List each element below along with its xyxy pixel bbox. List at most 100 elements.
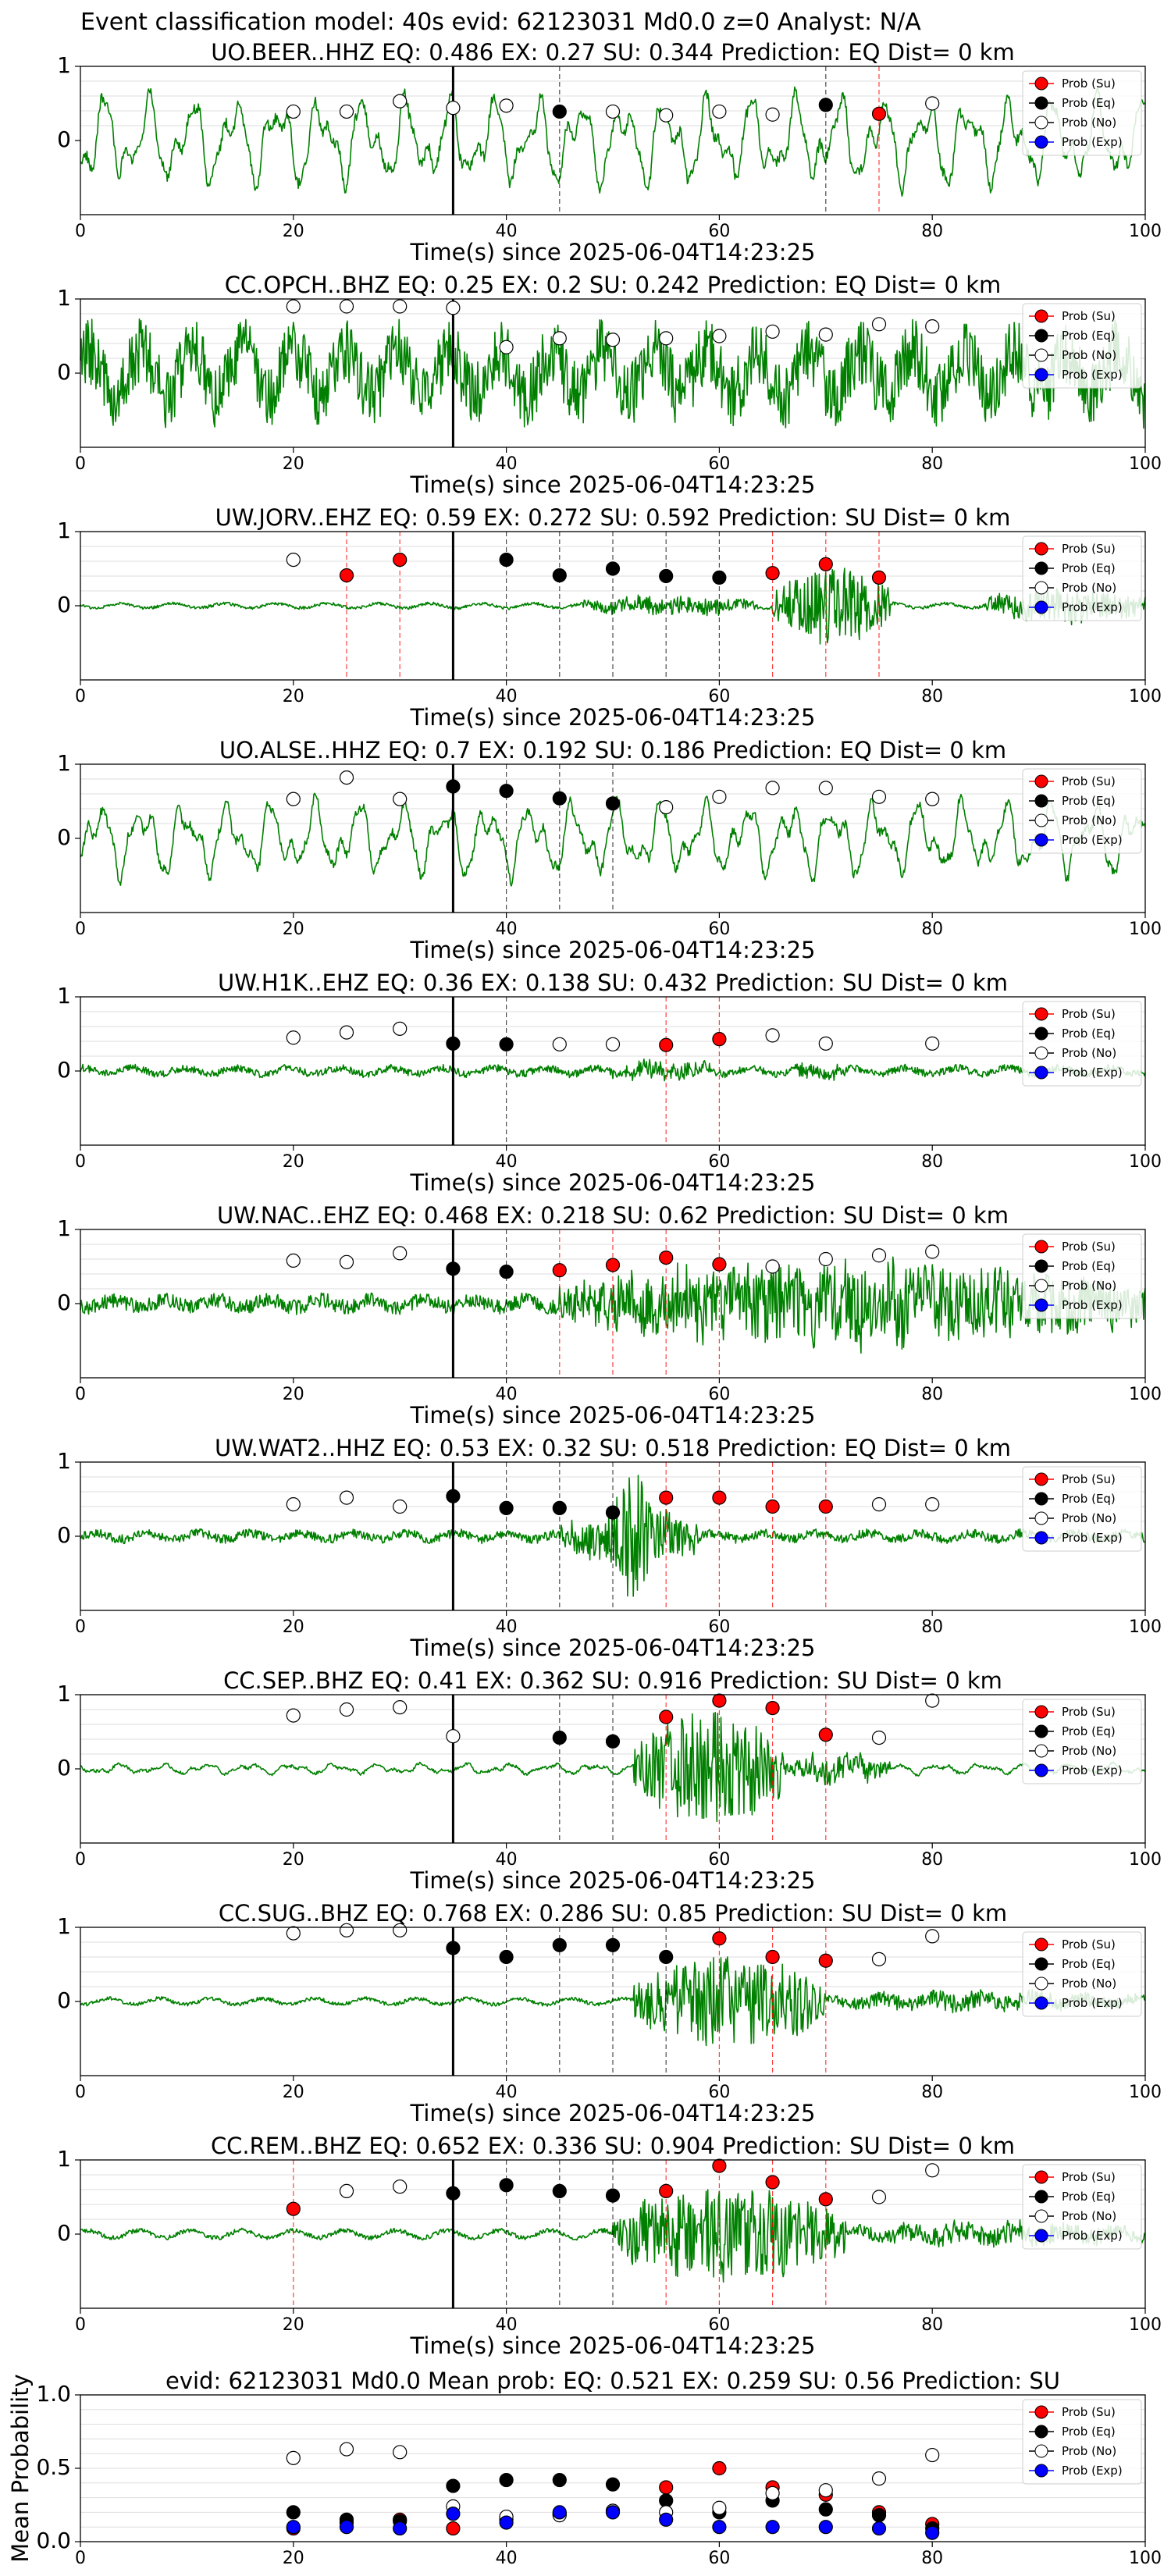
- legend-marker-no: [1034, 813, 1048, 827]
- legend-frame: [1022, 768, 1142, 854]
- legend-label-eq: Prob (Eq): [1062, 329, 1116, 343]
- legend-label-eq: Prob (Eq): [1062, 96, 1116, 110]
- prob-point-no: [286, 104, 301, 119]
- mean-point-eq: [818, 2502, 833, 2517]
- legend-marker-exp: [1034, 1996, 1048, 2010]
- legend-marker-eq: [1034, 794, 1048, 808]
- x-tick-label: 40: [496, 2549, 518, 2568]
- legend-marker-exp: [1034, 1531, 1048, 1545]
- legend-marker-no: [1034, 1511, 1048, 1525]
- prob-point-su: [712, 2158, 727, 2173]
- x-axis-label: Time(s) since 2025-06-04T14:23:25: [410, 471, 816, 498]
- x-tick-label: 40: [496, 2315, 518, 2335]
- waveform-trace: [80, 1712, 1146, 1823]
- prob-point-no: [286, 1926, 301, 1941]
- prob-point-no: [765, 1028, 780, 1043]
- x-tick-label: 0: [75, 687, 86, 706]
- y-tick-label: 0.5: [36, 2454, 71, 2480]
- prob-point-su: [712, 1257, 727, 1272]
- prob-point-su: [659, 1250, 674, 1265]
- prob-point-no: [605, 104, 621, 119]
- legend: Prob (Su) Prob (Eq) Prob (No) Prob (Exp): [1022, 1466, 1142, 1552]
- y-tick-label: 1: [57, 518, 71, 543]
- station-panel-UW.NAC..EHZ: 0 20 40 60 80 100 0 1 UW.NAC..EHZ EQ: 0.468 EX: …: [57, 1202, 1162, 1429]
- prob-point-no: [712, 104, 727, 119]
- prob-point-eq: [712, 570, 727, 585]
- prob-point-eq: [605, 796, 621, 811]
- x-tick-label: 20: [283, 2083, 304, 2102]
- prob-point-no: [925, 319, 940, 334]
- legend-label-su: Prob (Su): [1062, 1007, 1116, 1021]
- mean-point-exp: [818, 2520, 833, 2535]
- panel-title: UO.ALSE..HHZ EQ: 0.7 EX: 0.192 SU: 0.186…: [219, 737, 1006, 763]
- prob-point-eq: [446, 2186, 461, 2201]
- x-tick-label: 20: [283, 2315, 304, 2335]
- prob-point-no: [339, 1702, 354, 1717]
- x-tick-label: 100: [1129, 222, 1162, 241]
- legend-label-su: Prob (Su): [1062, 2170, 1116, 2184]
- prob-point-su: [818, 557, 833, 571]
- prob-point-su: [765, 1949, 780, 1965]
- mean-point-su: [446, 2521, 461, 2536]
- x-tick-label: 20: [283, 2549, 304, 2568]
- x-tick-label: 100: [1129, 454, 1162, 474]
- legend-frame: [1022, 1233, 1142, 1319]
- prob-point-eq: [605, 1734, 621, 1749]
- prob-point-no: [552, 1037, 567, 1051]
- y-tick-label: 0: [57, 2220, 71, 2246]
- mean-point-no: [393, 2445, 408, 2460]
- prob-point-su: [712, 1032, 727, 1047]
- prob-point-su: [818, 1727, 833, 1742]
- prob-point-su: [871, 570, 887, 585]
- mean-point-exp: [552, 2505, 567, 2520]
- x-tick-label: 80: [921, 687, 943, 706]
- prob-point-no: [446, 1729, 461, 1744]
- station-panel-UW.H1K..EHZ: 0 20 40 60 80 100 0 1 UW.H1K..EHZ EQ: 0.36 EX: 0…: [57, 970, 1162, 1196]
- x-tick-label: 80: [921, 2549, 943, 2568]
- prob-point-su: [659, 2183, 674, 2198]
- mean-point-eq: [605, 2477, 621, 2492]
- prob-point-no: [339, 104, 354, 119]
- legend-marker-no: [1034, 1976, 1048, 1991]
- prob-point-eq: [659, 568, 674, 584]
- panel-title: evid: 62123031 Md0.0 Mean prob: EQ: 0.52…: [166, 2368, 1060, 2394]
- y-tick-label: 1: [57, 285, 71, 311]
- prob-point-eq: [499, 1037, 514, 1051]
- prob-point-no: [393, 1021, 408, 1036]
- x-tick-label: 100: [1129, 2083, 1162, 2102]
- prob-point-no: [925, 1244, 940, 1259]
- prob-point-no: [925, 96, 940, 111]
- panel-title: UW.JORV..EHZ EQ: 0.59 EX: 0.272 SU: 0.59…: [215, 504, 1011, 531]
- prob-point-eq: [446, 1941, 461, 1955]
- legend-marker-exp: [1034, 600, 1048, 614]
- legend-label-exp: Prob (Exp): [1062, 135, 1123, 149]
- x-tick-label: 0: [75, 1850, 86, 1870]
- prob-point-no: [871, 1731, 887, 1745]
- prob-point-no: [712, 789, 727, 804]
- x-tick-label: 60: [708, 2315, 730, 2335]
- legend: Prob (Su) Prob (Eq) Prob (No) Prob (Exp): [1022, 70, 1142, 156]
- legend-label-exp: Prob (Exp): [1062, 1298, 1123, 1312]
- legend-label-no: Prob (No): [1062, 1046, 1116, 1060]
- legend-label-su: Prob (Su): [1062, 542, 1116, 556]
- legend-marker-eq: [1034, 1026, 1048, 1041]
- prob-point-su: [712, 1931, 727, 1946]
- prob-point-su: [712, 1490, 727, 1505]
- legend-label-eq: Prob (Eq): [1062, 1724, 1116, 1738]
- legend-frame: [1022, 1931, 1142, 2017]
- prob-point-eq: [552, 791, 567, 806]
- legend-frame: [1022, 1001, 1142, 1087]
- legend: Prob (Su) Prob (Eq) Prob (No) Prob (Exp): [1022, 1699, 1142, 1784]
- prob-point-no: [446, 101, 461, 116]
- prob-point-no: [286, 1497, 301, 1512]
- mean-point-exp: [765, 2520, 780, 2535]
- prob-point-no: [605, 333, 621, 347]
- prob-point-su: [765, 1499, 780, 1514]
- prob-point-su: [659, 1037, 674, 1052]
- legend-marker-eq: [1034, 561, 1048, 575]
- prob-point-eq: [499, 1500, 514, 1516]
- prob-point-su: [765, 1701, 780, 1716]
- prob-point-su: [765, 2175, 780, 2190]
- legend-frame: [1022, 1466, 1142, 1552]
- legend-marker-su: [1034, 76, 1048, 91]
